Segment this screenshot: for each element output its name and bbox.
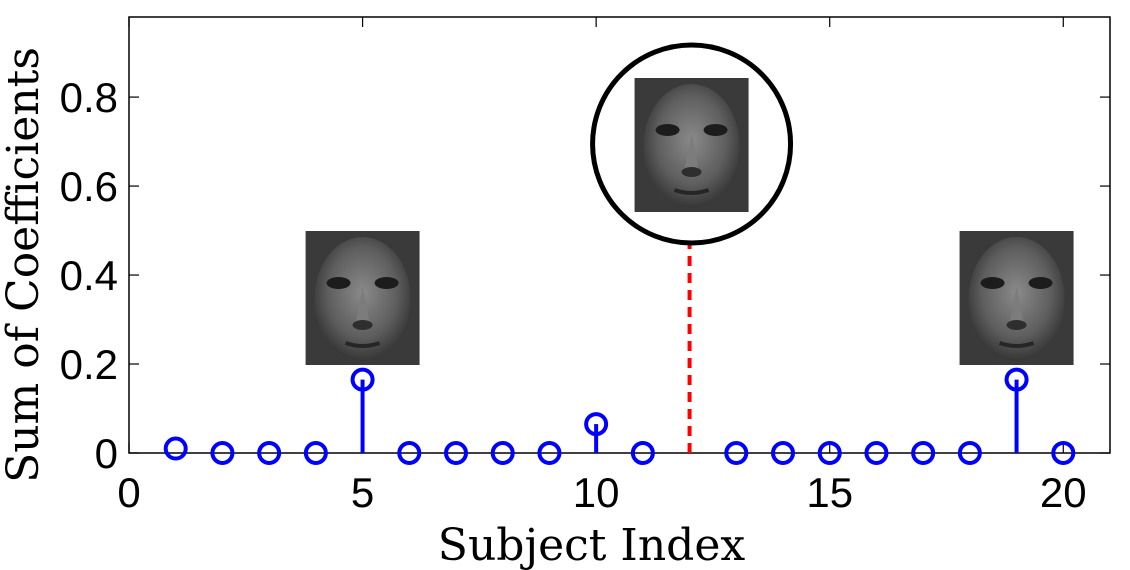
y-tick-label: 0.6 — [60, 163, 118, 210]
data-point-4 — [303, 441, 328, 465]
y-tick-label: 0.4 — [60, 252, 118, 299]
x-tick-label: 0 — [117, 469, 140, 516]
data-point-10 — [584, 412, 609, 437]
data-point-3 — [257, 441, 282, 465]
data-point-11 — [630, 441, 655, 465]
data-point-6 — [397, 441, 422, 465]
data-point-16 — [864, 441, 889, 465]
y-tick-label: 0.8 — [60, 74, 118, 121]
data-point-20 — [1051, 441, 1076, 465]
x-axis-label: Subject Index — [438, 520, 746, 570]
face-thumbnail — [957, 229, 1076, 367]
x-tick-label: 15 — [806, 469, 853, 516]
face-image — [303, 229, 422, 367]
y-tick-label: 0.2 — [60, 341, 118, 388]
data-point-7 — [444, 441, 468, 465]
plot-frame — [128, 16, 1111, 454]
data-point-15 — [817, 441, 842, 465]
data-point-9 — [537, 441, 562, 465]
face-thumbnail — [303, 229, 422, 367]
data-point-17 — [911, 441, 936, 465]
face-image — [632, 76, 751, 214]
data-point-14 — [771, 441, 795, 465]
data-point-13 — [724, 441, 749, 465]
data-point-5 — [350, 367, 375, 392]
data-point-19 — [1004, 367, 1029, 392]
x-tick-label: 10 — [573, 469, 620, 516]
data-point-1 — [163, 436, 188, 461]
x-tick-label: 5 — [351, 469, 374, 516]
data-point-8 — [490, 441, 515, 465]
data-point-2 — [210, 441, 235, 465]
face-image — [957, 229, 1076, 367]
face-thumbnail-highlighted — [632, 76, 751, 214]
y-axis-label: Sum of Coefficients — [0, 47, 49, 483]
x-tick-label: 20 — [1040, 469, 1087, 516]
y-tick-label: 0 — [95, 430, 118, 477]
data-point-18 — [957, 441, 982, 465]
